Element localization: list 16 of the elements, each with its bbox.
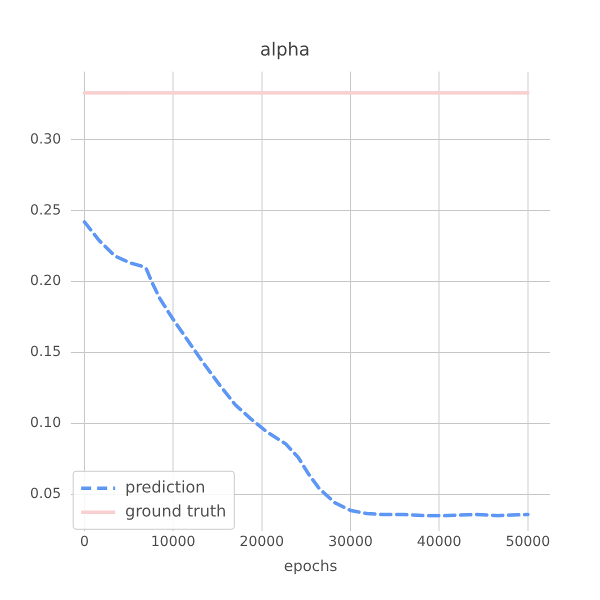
legend-label: prediction [125, 477, 206, 496]
x-tick-label: 0 [80, 534, 89, 550]
legend-label: ground truth [125, 501, 226, 520]
x-tick-label: 50000 [506, 534, 550, 550]
chart-title: alpha [260, 39, 310, 60]
x-tick-label: 20000 [240, 534, 284, 550]
y-tick-label: 0.20 [30, 273, 62, 290]
x-tick-label: 30000 [328, 534, 373, 550]
y-tick-label: 0.25 [30, 202, 62, 218]
y-tick-label: 0.05 [30, 486, 62, 502]
x-tick-label: 10000 [150, 534, 196, 550]
x-tick-label: 40000 [416, 534, 462, 550]
y-tick-label: 0.15 [30, 344, 62, 360]
y-tick-label: 0.30 [30, 131, 62, 148]
x-axis-title: epochs [284, 556, 338, 575]
y-tick-label: 0.10 [30, 415, 62, 432]
